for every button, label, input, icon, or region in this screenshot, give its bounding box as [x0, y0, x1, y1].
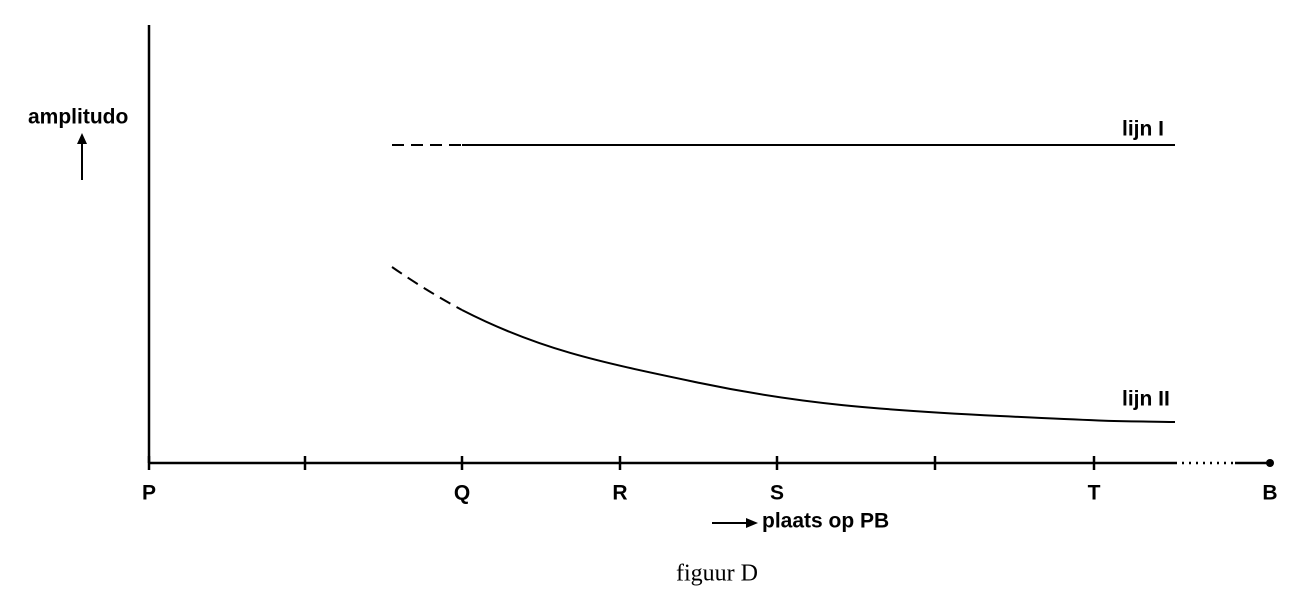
tick: [1266, 459, 1274, 467]
point-label: Q: [454, 482, 470, 505]
x-axis-label: plaats op PB: [762, 510, 889, 533]
caption: figuur D: [676, 561, 758, 587]
point-label: P: [142, 482, 156, 505]
line-2: [461, 309, 1176, 423]
line-label: lijn I: [1122, 118, 1164, 141]
x-ticks: [147, 456, 1274, 470]
arrow-head: [77, 133, 87, 144]
point-label: T: [1088, 482, 1101, 505]
arrow-head: [746, 518, 758, 528]
line-2-dashed: [391, 266, 463, 311]
point-label: B: [1262, 482, 1277, 505]
point-label: R: [612, 482, 627, 505]
point-label: S: [770, 482, 784, 505]
y-axis-label: amplitudo: [28, 106, 128, 129]
line-label: lijn II: [1122, 388, 1170, 411]
